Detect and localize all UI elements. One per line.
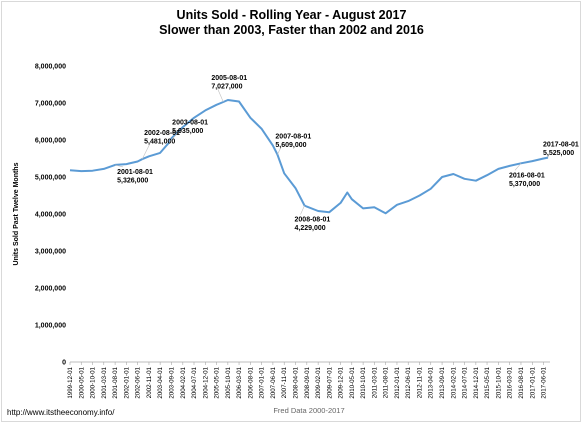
annotation-date: 2007-08-01 xyxy=(275,133,311,140)
x-tick-label: 2008-04-01 xyxy=(292,366,299,398)
annotation-leader xyxy=(547,154,550,158)
x-tick-label: 2016-08-01 xyxy=(518,366,525,398)
annotation-leader xyxy=(141,143,151,160)
x-tick-label: 2008-09-01 xyxy=(304,366,311,398)
x-tick-label: 2004-07-01 xyxy=(191,366,198,398)
x-tick-label: 2014-12-01 xyxy=(473,366,480,398)
source-url-text: http://www.itstheeconomy.info/ xyxy=(7,408,115,417)
x-axis-ticks: 1999-12-01 2000-05-01 2000-10-01 2001-03-01… xyxy=(67,362,547,399)
x-tick-label: 2017-06-01 xyxy=(540,366,547,398)
x-tick-label: 2010-10-01 xyxy=(360,366,367,398)
x-tick-label: 2014-07-01 xyxy=(462,366,469,398)
x-tick-label: 2000-10-01 xyxy=(90,366,97,398)
x-tick-label: 2007-06-01 xyxy=(270,366,277,398)
x-tick-label: 1999-12-01 xyxy=(67,366,74,398)
x-tick-label: 2002-11-01 xyxy=(146,366,153,398)
x-tick-label: 2002-01-01 xyxy=(123,366,130,398)
x-tick-label: 2007-11-01 xyxy=(281,366,288,398)
annotation-date: 2001-08-01 xyxy=(117,169,153,176)
x-tick-label: 2015-05-01 xyxy=(484,366,491,398)
annotation-value: 5,935,000 xyxy=(172,128,203,135)
annotation-leader xyxy=(514,163,522,171)
x-tick-label: 2016-03-01 xyxy=(507,366,514,398)
annotation-date: 2002-08-01 xyxy=(144,130,180,137)
x-tick-label: 2017-01-01 xyxy=(529,366,536,398)
annotation-value: 5,525,000 xyxy=(543,150,574,157)
y-tick-label: 7,000,000 xyxy=(35,101,66,108)
x-tick-label: 2011-08-01 xyxy=(383,366,390,398)
y-tick-label: 6,000,000 xyxy=(35,138,66,145)
annotation-value: 5,326,000 xyxy=(117,177,148,184)
series-line-units-sold xyxy=(69,99,549,215)
annotation-leader xyxy=(217,87,224,103)
x-tick-label: 2007-01-01 xyxy=(259,366,266,398)
x-tick-label: 2011-03-01 xyxy=(371,366,378,398)
x-tick-label: 2012-11-01 xyxy=(417,366,424,398)
y-tick-label: 4,000,000 xyxy=(35,212,66,219)
annotation-value: 5,370,000 xyxy=(509,181,540,188)
y-axis-ticks: 0 1,000,000 2,000,000 3,000,000 4,000,000 5,0… xyxy=(35,64,66,367)
x-tick-label: 2009-07-01 xyxy=(326,366,333,398)
x-tick-label: 2006-08-01 xyxy=(247,366,254,398)
chart-subtitle: Slower than 2003, Faster than 2002 and 2… xyxy=(159,23,424,37)
x-tick-label: 2013-04-01 xyxy=(428,366,435,398)
x-tick-label: 2009-12-01 xyxy=(338,366,345,398)
annotation-date: 2017-08-01 xyxy=(543,142,579,149)
y-tick-label: 8,000,000 xyxy=(35,64,66,71)
y-tick-label: 1,000,000 xyxy=(35,323,66,330)
x-tick-label: 2012-06-01 xyxy=(405,366,412,398)
annotation-date: 2005-08-01 xyxy=(211,75,247,82)
data-annotations: 2001-08-015,326,000 2002-08-01 5,481,000 20… xyxy=(115,75,579,232)
x-tick-label: 2005-10-01 xyxy=(225,366,232,398)
x-tick-label: 2015-10-01 xyxy=(495,366,502,398)
annotation-date: 2016-08-01 xyxy=(509,172,545,179)
x-tick-label: 2001-03-01 xyxy=(101,366,108,398)
y-tick-label: 3,000,000 xyxy=(35,249,66,256)
x-tick-label: 2012-01-01 xyxy=(394,366,401,398)
x-tick-label: 2013-09-01 xyxy=(439,366,446,398)
y-axis-label: Units Sold Past Twelve Months xyxy=(13,162,20,265)
annotation-value: 4,229,000 xyxy=(295,225,326,232)
annotation-value: 7,027,000 xyxy=(211,84,242,91)
x-tick-label: 2003-09-01 xyxy=(168,366,175,398)
x-axis-label: Fred Data 2000-2017 xyxy=(273,406,344,415)
x-tick-label: 2002-06-01 xyxy=(135,366,142,398)
x-tick-label: 2009-02-01 xyxy=(315,366,322,398)
x-tick-label: 2001-08-01 xyxy=(112,366,119,398)
x-tick-label: 2014-02-01 xyxy=(450,366,457,398)
annotation-leader xyxy=(300,205,305,215)
y-tick-label: 5,000,000 xyxy=(35,175,66,182)
y-tick-label: 2,000,000 xyxy=(35,286,66,293)
annotation-leader xyxy=(277,146,282,155)
x-tick-label: 2004-02-01 xyxy=(180,366,187,398)
annotation-date: 2003-08-01 xyxy=(172,119,208,126)
x-tick-label: 2003-04-01 xyxy=(157,366,164,398)
x-tick-label: 2004-12-01 xyxy=(202,366,209,398)
x-tick-label: 2010-05-01 xyxy=(349,366,356,398)
x-tick-label: 2005-05-01 xyxy=(214,366,221,398)
chart-title: Units Sold - Rolling Year - August 2017 xyxy=(176,8,407,22)
x-tick-label: 2000-05-01 xyxy=(78,366,85,398)
annotation-value: 5,481,000 xyxy=(144,139,175,146)
x-tick-label: 2006-03-01 xyxy=(236,366,243,398)
annotation-leader xyxy=(168,132,179,143)
chart-title-block: Units Sold - Rolling Year - August 2017 … xyxy=(0,8,583,38)
annotation-value: 5,609,000 xyxy=(275,142,306,149)
y-tick-label: 0 xyxy=(62,360,66,367)
annotation-leader xyxy=(115,164,124,168)
annotation-date: 2008-08-01 xyxy=(295,217,331,224)
